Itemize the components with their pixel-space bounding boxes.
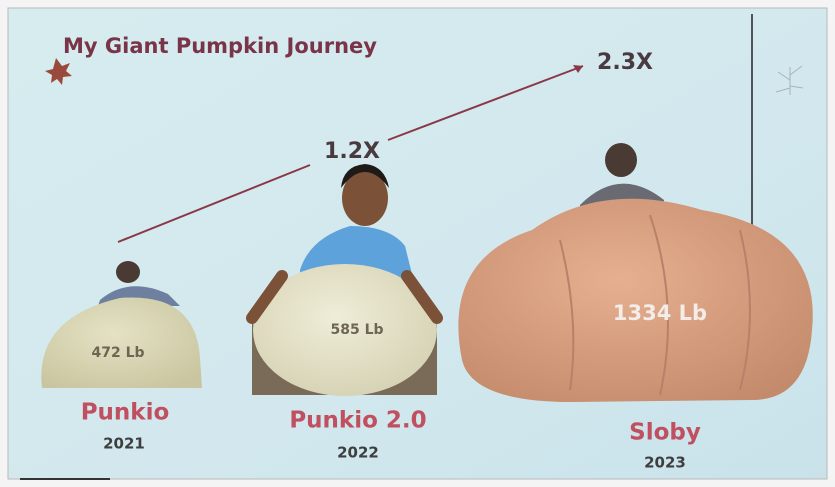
pumpkin-name: Sloby: [629, 420, 701, 446]
slide-photo: My Giant Pumpkin Journey 1.2X 2.3X 472 L…: [0, 0, 835, 487]
page: My Giant Pumpkin Journey 1.2X 2.3X 472 L…: [0, 0, 835, 487]
slide-title: My Giant Pumpkin Journey: [63, 34, 377, 58]
weight-label: 585 Lb: [330, 322, 383, 338]
pumpkin-year: 2022: [337, 444, 379, 462]
pumpkin-year: 2021: [103, 435, 145, 453]
growth-label: 2.3X: [597, 50, 653, 75]
person: [116, 261, 140, 283]
weight-label: 472 Lb: [91, 345, 144, 361]
pumpkin-name: Punkio: [81, 400, 170, 426]
pumpkin-year: 2023: [644, 454, 686, 472]
pumpkin-name: Punkio 2.0: [289, 408, 426, 434]
growth-label: 1.2X: [324, 139, 380, 164]
person: [605, 143, 637, 177]
weight-label: 1334 Lb: [613, 301, 707, 325]
